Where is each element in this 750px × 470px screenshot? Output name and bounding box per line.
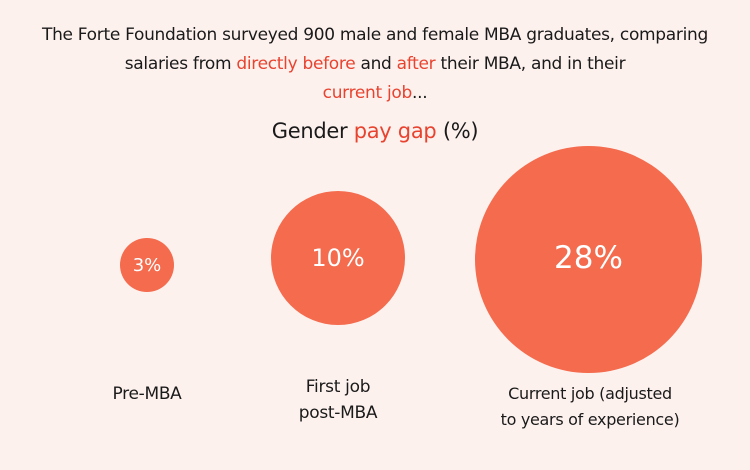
intro-text: The Forte Foundation surveyed 900 male a…	[40, 21, 710, 108]
bubble-value-label: 10%	[311, 244, 365, 272]
bubble-current-job: 28%	[475, 146, 702, 373]
bubble-pre-mba: 3%	[120, 238, 174, 292]
intro-part-3: their MBA, and in their	[435, 54, 626, 74]
chart-title: Gender pay gap (%)	[0, 119, 750, 143]
title-suffix: (%)	[436, 119, 479, 143]
category-label-pre-mba: Pre-MBA	[87, 381, 207, 407]
category-label-line: Current job (adjusted	[508, 384, 672, 403]
title-prefix: Gender	[271, 119, 354, 143]
bubble-value-label: 28%	[554, 239, 623, 276]
bubble-value-label: 3%	[132, 254, 162, 276]
title-highlight: pay gap	[353, 119, 437, 143]
intro-highlight-before: directly before	[236, 54, 356, 74]
bubble-first-job: 10%	[271, 191, 405, 325]
intro-part-4: ...	[412, 83, 428, 103]
intro-part-2: and	[355, 54, 397, 74]
category-label-line: post-MBA	[298, 403, 378, 423]
category-label-line: First job	[305, 377, 371, 397]
category-label-line: to years of experience)	[500, 410, 680, 429]
intro-highlight-current: current job	[322, 83, 413, 103]
intro-part-1: The Forte Foundation surveyed 900 male a…	[41, 25, 708, 74]
category-label-line: Pre-MBA	[112, 384, 182, 404]
intro-highlight-after: after	[396, 54, 436, 74]
category-label-current-job: Current job (adjusted to years of experi…	[480, 381, 700, 433]
category-label-first-job: First job post-MBA	[268, 374, 408, 426]
